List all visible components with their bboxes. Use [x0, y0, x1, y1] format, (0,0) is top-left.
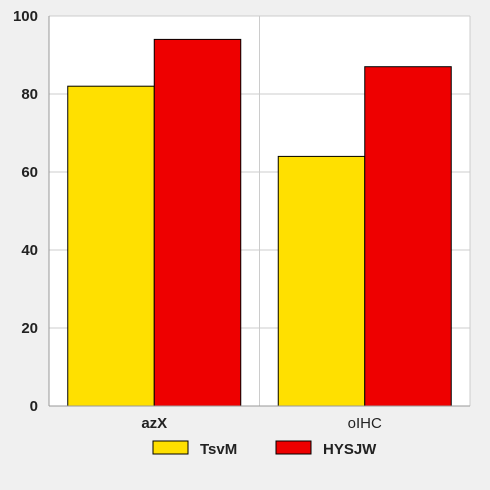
x-tick-label: oIHC: [348, 415, 382, 432]
bar-TsvM-oIHC: [277, 155, 366, 407]
legend: TsvM HYSJW: [152, 440, 377, 458]
y-tick-label: 20: [21, 320, 38, 337]
legend-label: TsvM: [200, 441, 237, 458]
y-tick-label: 80: [21, 86, 38, 103]
y-axis-ticks: 0 20 40 60 80 100: [13, 8, 38, 415]
bar-HYSJW-oIHC: [364, 66, 452, 407]
x-tick-label: azX: [141, 415, 167, 432]
x-axis-ticks: azX oIHC: [141, 415, 382, 432]
y-tick-label: 40: [21, 242, 38, 259]
bar-TsvM-azX: [67, 85, 155, 407]
legend-swatch: [152, 440, 189, 455]
y-tick-label: 100: [13, 8, 38, 25]
y-tick-label: 60: [21, 164, 38, 181]
bar-HYSJW-azX: [153, 38, 242, 407]
bars: [67, 38, 452, 407]
legend-swatch: [275, 440, 312, 455]
y-tick-label: 0: [30, 398, 38, 415]
legend-label: HYSJW: [323, 441, 377, 458]
